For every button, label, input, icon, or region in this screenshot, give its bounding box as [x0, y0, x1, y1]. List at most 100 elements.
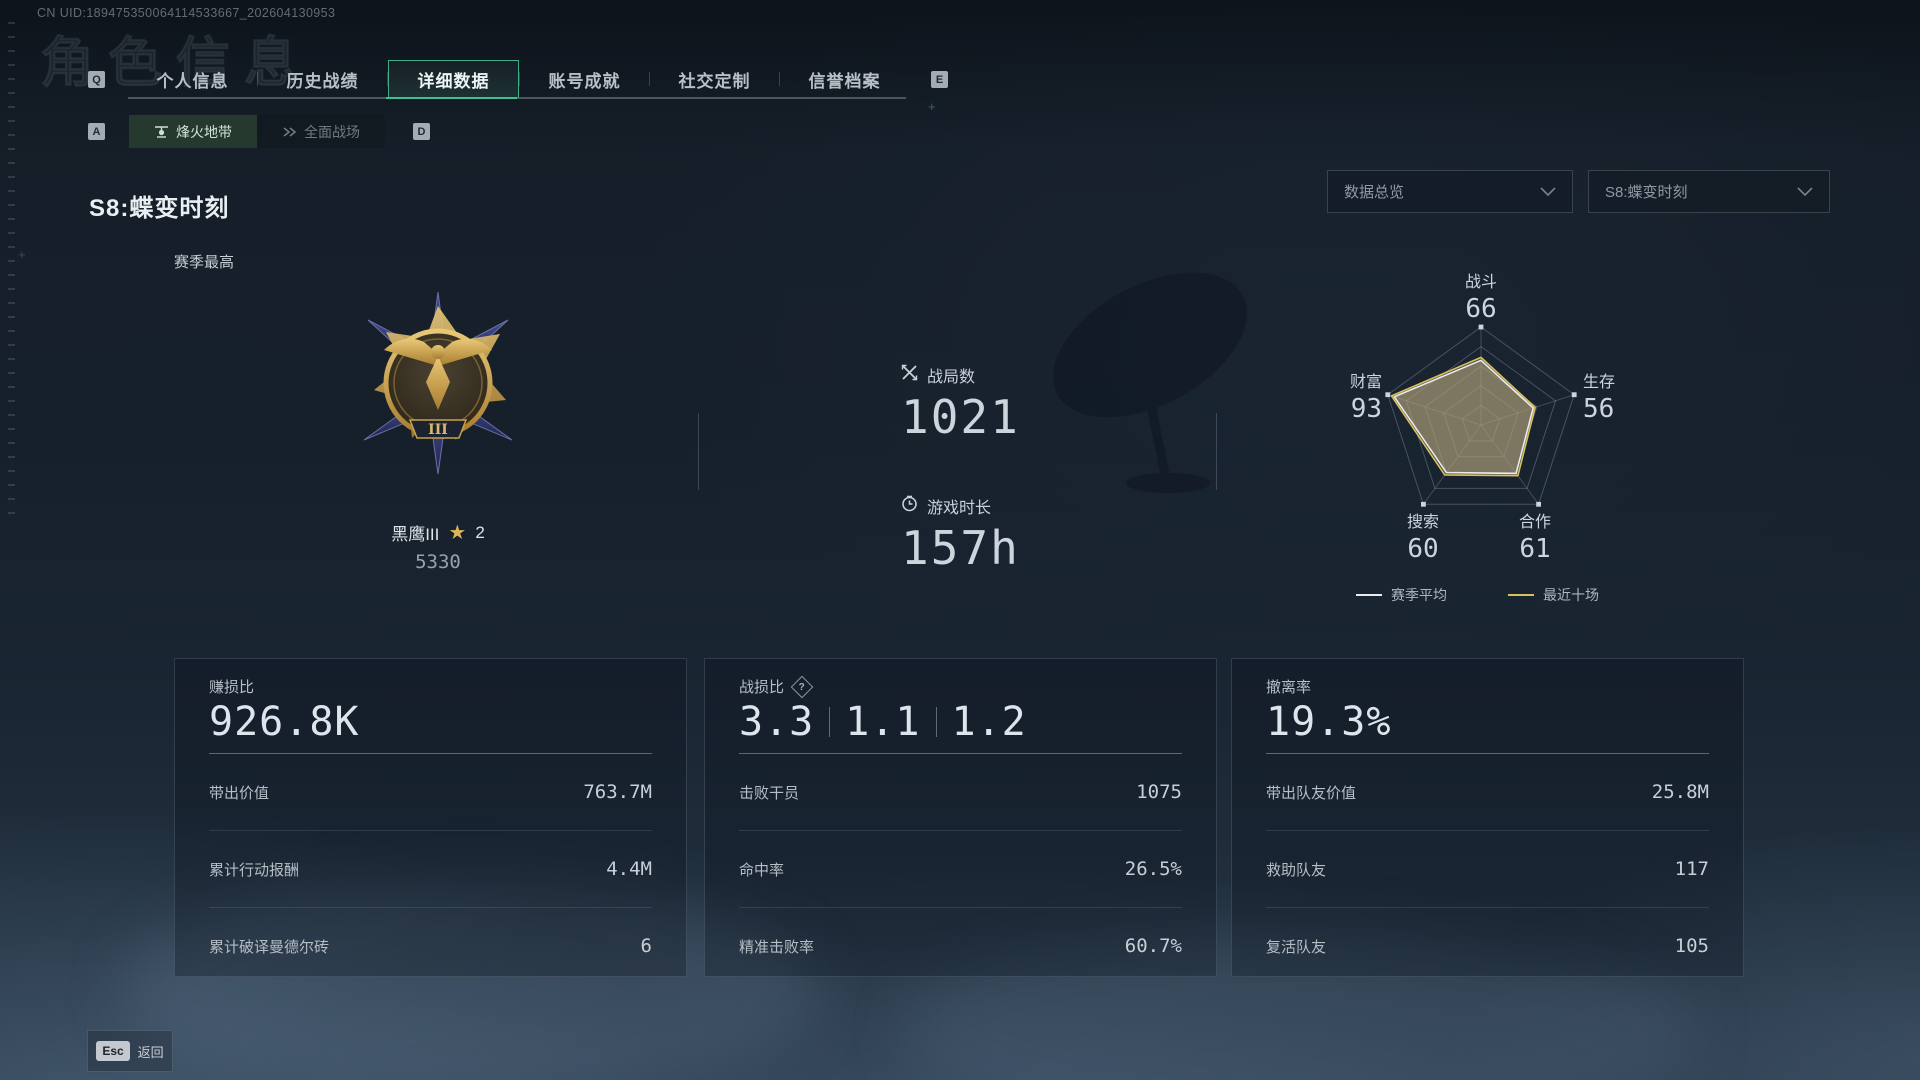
radar-chart — [1385, 324, 1577, 507]
assault-wings-icon — [282, 126, 297, 138]
legend-season-average: 赛季平均 — [1356, 585, 1447, 605]
kd-value-2: 1.1 — [845, 699, 921, 745]
help-icon[interactable]: ? — [790, 675, 814, 698]
season-select-dropdown[interactable]: S8:蝶变时刻 — [1588, 170, 1830, 213]
radar-axis-battle: 战斗 66 — [1464, 274, 1497, 324]
decorative-cross-icon: + — [18, 247, 26, 262]
legend-label: 赛季平均 — [1391, 587, 1447, 603]
kd-value-1: 3.3 — [739, 699, 815, 745]
background-fog — [120, 880, 820, 1080]
tab-history-record[interactable]: 历史战绩 — [258, 60, 387, 98]
season-average-line-swatch — [1356, 594, 1382, 596]
tab-separator — [519, 72, 520, 86]
stat-row: 带出队友价值 25.8M — [1266, 754, 1709, 831]
radar-axis-search: 搜索 60 — [1406, 514, 1439, 564]
tab-separator — [387, 72, 388, 86]
season-title: S8:蝶变时刻 — [89, 195, 230, 222]
chevron-down-icon — [1540, 183, 1556, 200]
card-divider — [209, 753, 652, 754]
satellite-dish-silhouette — [1053, 272, 1247, 493]
value-separator — [829, 707, 831, 737]
data-overview-dropdown[interactable]: 数据总览 — [1327, 170, 1573, 213]
back-label: 返回 — [137, 1044, 164, 1060]
card-divider — [1266, 753, 1709, 754]
stat-row: 精准击败率 60.7% — [739, 935, 1182, 957]
tab-label: 历史战绩 — [286, 71, 359, 91]
playtime-summary: 游戏时长 157h — [901, 494, 1020, 575]
tab-social-customization[interactable]: 社交定制 — [650, 60, 779, 98]
crossed-swords-icon — [901, 364, 918, 386]
tab-label: 社交定制 — [678, 71, 751, 91]
card-divider — [739, 753, 1182, 754]
tab-detailed-data[interactable]: 详细数据 — [388, 60, 519, 98]
chevron-down-icon — [1797, 183, 1813, 200]
stat-row: 击败干员 1075 — [739, 754, 1182, 831]
battles-label: 战局数 — [927, 369, 976, 386]
subtab-label: 烽火地带 — [176, 123, 232, 140]
tab-label: 个人信息 — [156, 71, 229, 91]
rank-name: 黑鹰III — [391, 525, 440, 544]
season-highest-label: 赛季最高 — [174, 254, 235, 271]
tab-underline-track — [128, 97, 906, 99]
a-key-hint: A — [88, 123, 105, 140]
stat-row: 复活队友 105 — [1266, 935, 1709, 957]
d-key-hint: D — [413, 123, 430, 140]
card-title: 战损比 — [739, 679, 785, 696]
profit-loss-value: 926.8K — [209, 699, 360, 745]
radar-axis-survival: 生存 56 — [1583, 374, 1616, 424]
svg-text:III: III — [428, 422, 448, 438]
tab-account-achievements[interactable]: 账号成就 — [520, 60, 649, 98]
extraction-rate-value: 19.3% — [1266, 699, 1392, 745]
tab-personal-info[interactable]: 个人信息 — [128, 60, 257, 98]
rank-star-icon: ★ — [448, 522, 467, 544]
ghost-page-title: 角色信息 — [40, 33, 312, 94]
tab-separator — [779, 72, 780, 86]
kd-value-3: 1.2 — [951, 699, 1027, 745]
value-separator — [935, 707, 937, 737]
e-key-hint: E — [931, 71, 948, 88]
rank-badge-medal: III — [338, 278, 538, 498]
tab-reputation-profile[interactable]: 信誉档案 — [780, 60, 909, 98]
tab-label: 账号成就 — [548, 71, 621, 91]
legend-label: 最近十场 — [1543, 587, 1599, 603]
tab-label: 信誉档案 — [808, 71, 881, 91]
column-divider — [698, 413, 699, 490]
back-button[interactable]: Esc 返回 — [87, 1030, 173, 1072]
dropdown-value: 数据总览 — [1344, 184, 1405, 201]
q-key-hint: Q — [88, 71, 105, 88]
profit-loss-card: 赚损比 926.8K 带出价值 763.7M 累计行动报酬 4.4M 累计破译曼德尔… — [174, 658, 687, 977]
stat-row: 救助队友 117 — [1266, 831, 1709, 908]
stat-row: 带出价值 763.7M — [209, 754, 652, 831]
tab-separator — [649, 72, 650, 86]
player-uid-text: CN UID:189475350064114533667_20260413095… — [37, 6, 336, 20]
recent-ten-line-swatch — [1508, 594, 1534, 596]
radar-axis-wealth: 财富 93 — [1349, 374, 1382, 424]
decorative-cross-icon: + — [928, 99, 936, 114]
kd-ratio-card: 战损比 ? 3.3 1.1 1.2 击败干员 1075 命中率 26.5% 精准击败… — [704, 658, 1217, 977]
stat-row: 累计破译曼德尔砖 6 — [209, 935, 652, 957]
playtime-label: 游戏时长 — [927, 500, 992, 517]
background-fog — [900, 930, 1700, 1080]
rank-star-count: 2 — [475, 522, 485, 542]
stat-row: 命中率 26.5% — [739, 831, 1182, 908]
stat-row: 累计行动报酬 4.4M — [209, 831, 652, 908]
helicopter-icon — [154, 125, 169, 138]
radar-axis-cooperation: 合作 61 — [1518, 514, 1551, 564]
subtab-fire-zone[interactable]: 烽火地带 — [129, 115, 257, 148]
main-tab-bar: 个人信息 历史战绩 详细数据 账号成就 社交定制 信誉档案 — [128, 60, 909, 98]
clock-icon — [901, 495, 918, 517]
card-title: 撤离率 — [1266, 679, 1312, 696]
esc-key-hint: Esc — [96, 1041, 130, 1061]
playtime-value: 157h — [901, 521, 1020, 575]
rank-points: 5330 — [415, 551, 461, 573]
battles-count: 1021 — [901, 390, 1020, 444]
dropdown-value: S8:蝶变时刻 — [1605, 184, 1688, 201]
subtab-label: 全面战场 — [304, 123, 360, 140]
card-title: 赚损比 — [209, 679, 255, 696]
tab-label: 详细数据 — [417, 71, 490, 91]
left-tick-decoration — [8, 22, 15, 522]
column-divider — [1216, 413, 1217, 490]
subtab-full-battlefield[interactable]: 全面战场 — [257, 115, 385, 148]
active-tab-underline — [386, 97, 517, 99]
